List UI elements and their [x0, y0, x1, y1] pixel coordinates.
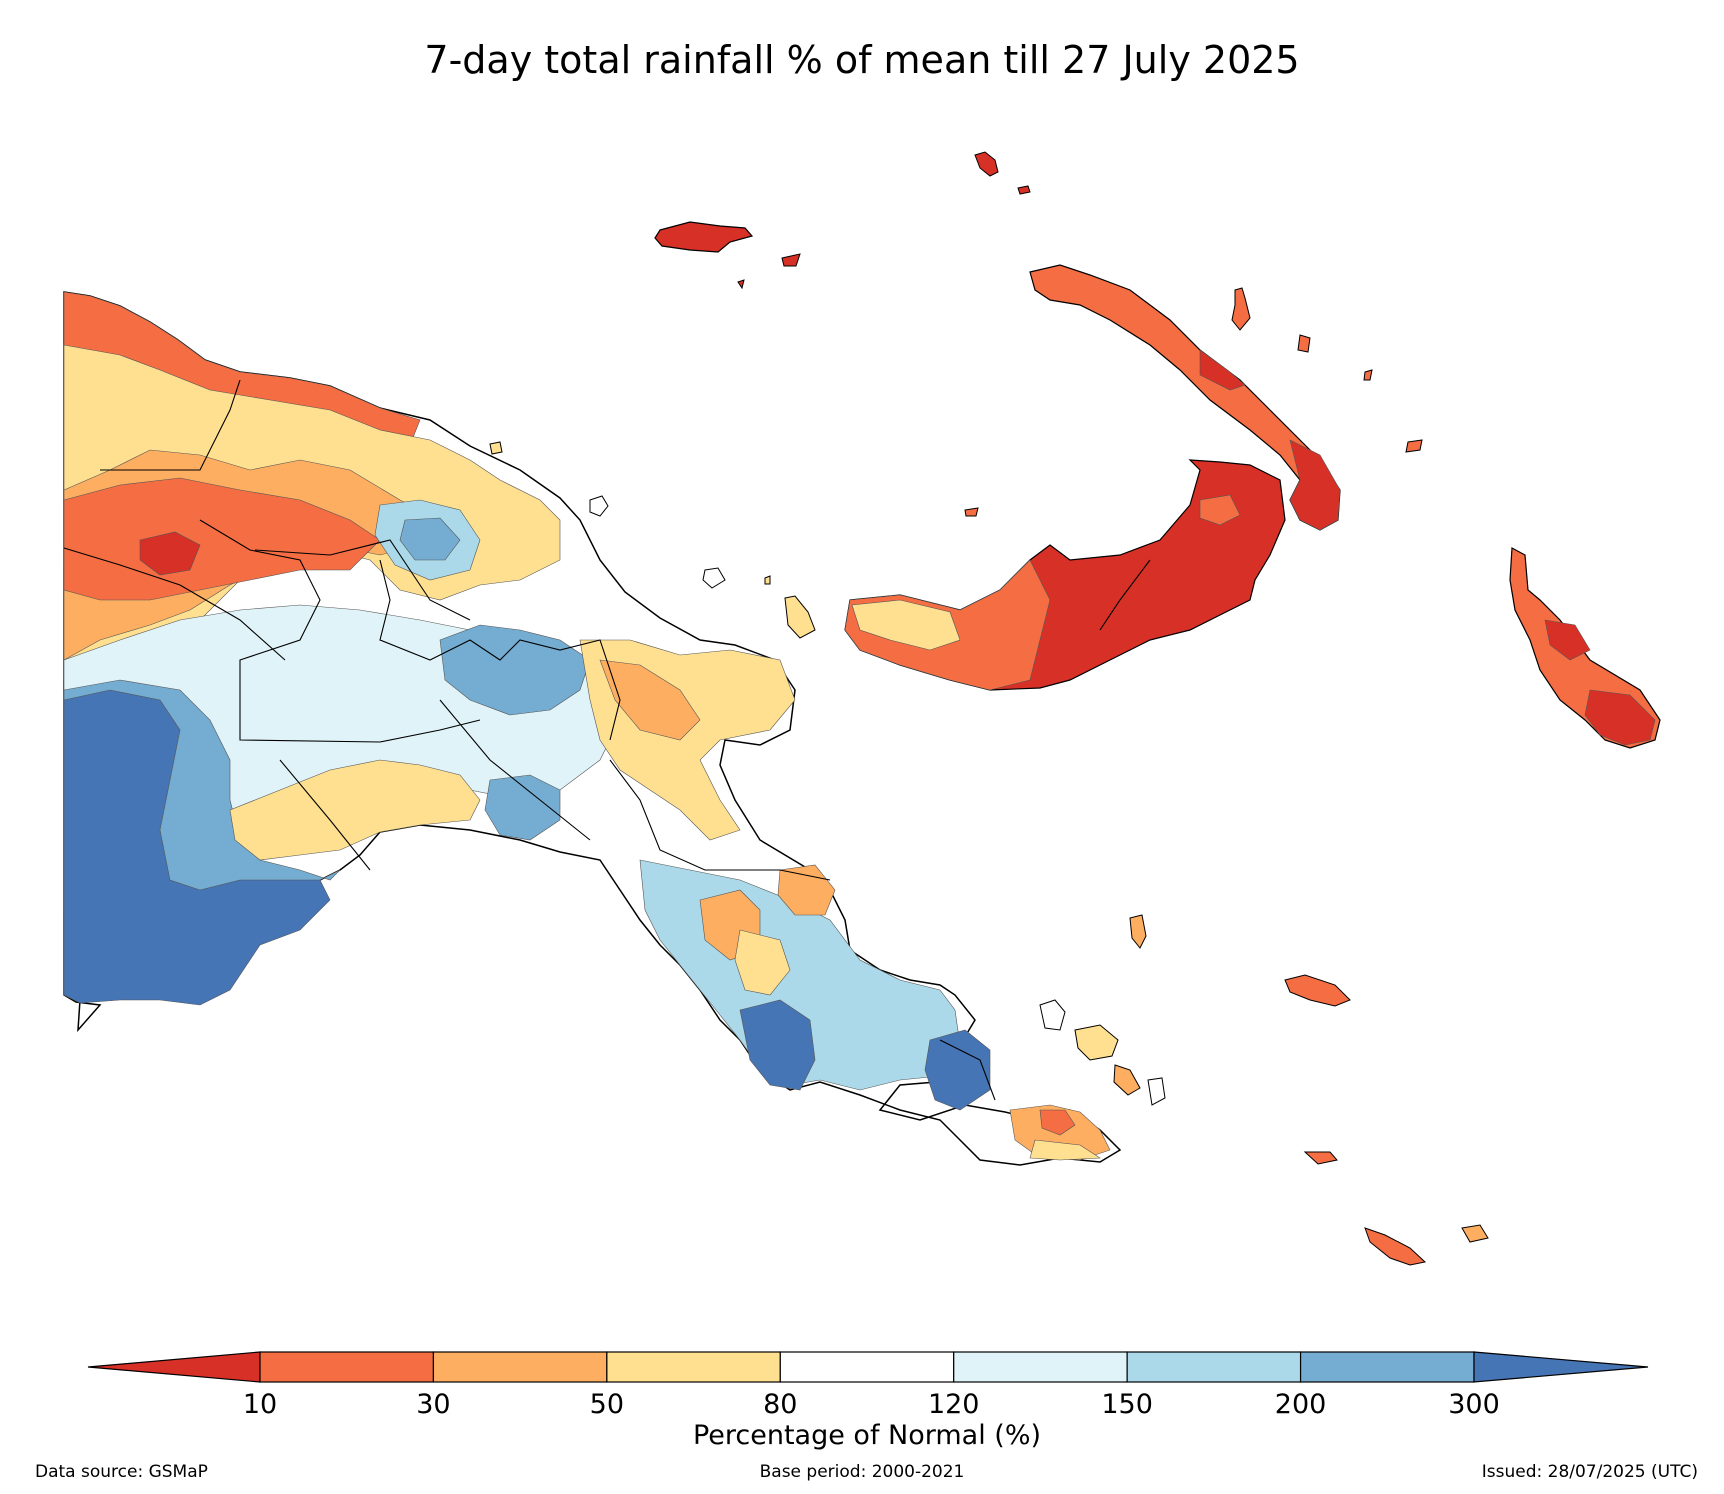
colorbar-extend-low — [87, 1351, 261, 1383]
bougainville-mid-red — [1544, 619, 1591, 661]
colorbar-tick-label: 50 — [590, 1389, 624, 1420]
new-ireland-mid-red — [1199, 349, 1246, 391]
new-britain — [844, 459, 1286, 691]
zone-morobe-orange — [777, 864, 836, 916]
colorbar-label: Percentage of Normal (%) — [693, 1420, 1041, 1451]
zone-tip-yellow — [1029, 1139, 1101, 1161]
zone-oro-deepblue — [739, 999, 816, 1091]
colorbar-tick-label: 150 — [1101, 1389, 1153, 1420]
zone-sepik-deepred — [139, 531, 201, 576]
colorbar-tick-label: 10 — [243, 1389, 277, 1420]
rainfall-map — [63, 151, 1661, 1266]
colorbar-extend-high — [1473, 1351, 1649, 1383]
colorbar-segment — [432, 1351, 608, 1383]
colorbar-segment — [953, 1351, 1128, 1383]
bougainville-red — [1584, 689, 1656, 746]
colorbar-tick-label: 200 — [1275, 1389, 1327, 1420]
province-borders — [63, 379, 996, 1101]
zone-oro-yellow — [734, 929, 791, 996]
colorbar-tick-label: 120 — [928, 1389, 980, 1420]
zone-south-deepblue — [63, 689, 331, 1006]
data-source: Data source: GSMaP — [35, 1462, 208, 1482]
colorbar-tick-label: 80 — [763, 1389, 797, 1420]
new-britain-border — [1099, 559, 1151, 631]
zone-sepik-blue-core — [399, 517, 461, 561]
colorbar-tick-label: 30 — [416, 1389, 450, 1420]
colorbar-segment — [1299, 1351, 1475, 1383]
zone-sepik-red — [63, 477, 381, 601]
mainland — [63, 291, 1122, 1166]
new-britain-west-yellow — [851, 599, 961, 651]
manus-island — [654, 221, 801, 290]
issued-date: Issued: 28/07/2025 (UTC) — [1481, 1462, 1698, 1482]
colorbar-tick-label: 300 — [1448, 1389, 1500, 1420]
colorbar-segment — [259, 1351, 435, 1383]
manus-outline — [654, 221, 754, 253]
zone-milnebay-deepblue — [924, 1029, 991, 1111]
colorbar-segment — [606, 1351, 781, 1383]
colorbar-segment — [779, 1351, 955, 1383]
small-islands — [489, 151, 1489, 1266]
bougainville — [1509, 547, 1661, 749]
colorbar-segment — [1126, 1351, 1302, 1383]
zone-gulf-blue — [484, 774, 561, 841]
zone-highlands-blue — [439, 624, 591, 716]
new-ireland-south-red — [1289, 439, 1341, 531]
zone-tip-red — [1039, 1109, 1076, 1136]
new-britain-orange-patch — [1199, 494, 1241, 526]
new-ireland — [1029, 264, 1341, 531]
base-period: Base period: 2000-2021 — [759, 1462, 965, 1482]
map-title: 7-day total rainfall % of mean till 27 J… — [424, 38, 1300, 82]
zone-gulf-yellow — [229, 759, 481, 861]
